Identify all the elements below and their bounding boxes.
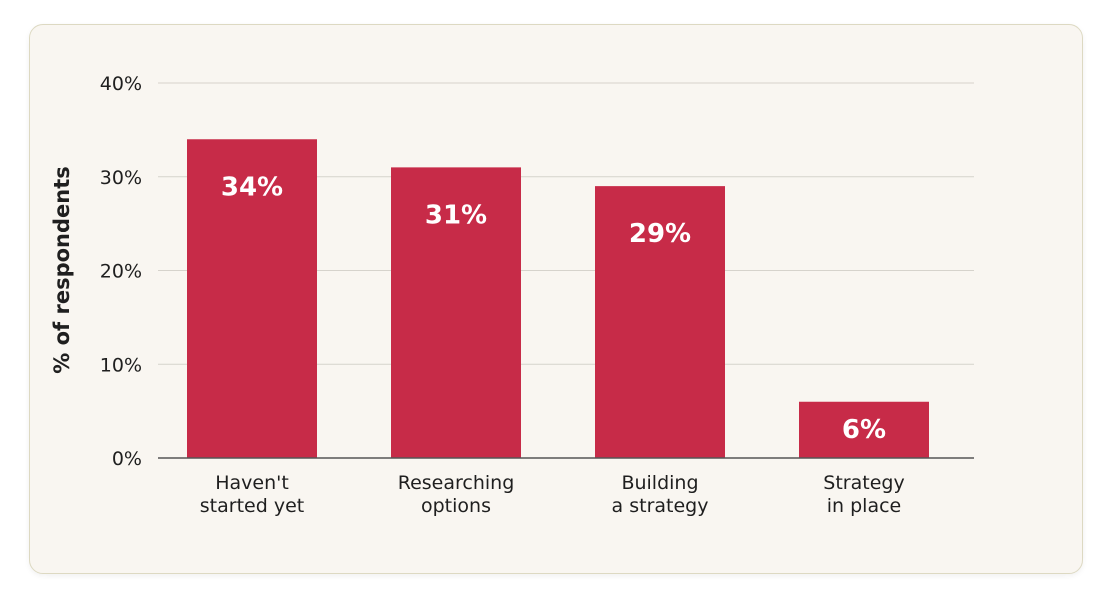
x-category-label: Researching options — [398, 472, 515, 517]
x-category-label: Building a strategy — [612, 472, 709, 517]
bar — [187, 139, 317, 458]
bars — [187, 139, 929, 458]
bar-value-label: 31% — [425, 200, 487, 230]
y-tick-label: 10% — [100, 354, 142, 376]
bar — [391, 167, 521, 458]
y-tick-label: 40% — [100, 73, 142, 95]
bar-value-label: 34% — [221, 172, 283, 202]
bar-value-label: 6% — [842, 415, 886, 445]
y-tick-label: 20% — [100, 261, 142, 283]
bar — [595, 186, 725, 458]
labels: 0% 10% 20% 30% 40% 34% Haven't started yet 31% Re… — [100, 73, 905, 517]
y-tick-label: 30% — [100, 167, 142, 189]
x-category-label: Haven't started yet — [200, 472, 304, 517]
y-tick-label: 0% — [112, 448, 142, 470]
x-category-label: Strategy in place — [823, 472, 904, 517]
y-axis-title: % of respondents — [50, 166, 74, 374]
bar — [799, 401, 929, 458]
bar-value-label: 29% — [629, 219, 691, 249]
